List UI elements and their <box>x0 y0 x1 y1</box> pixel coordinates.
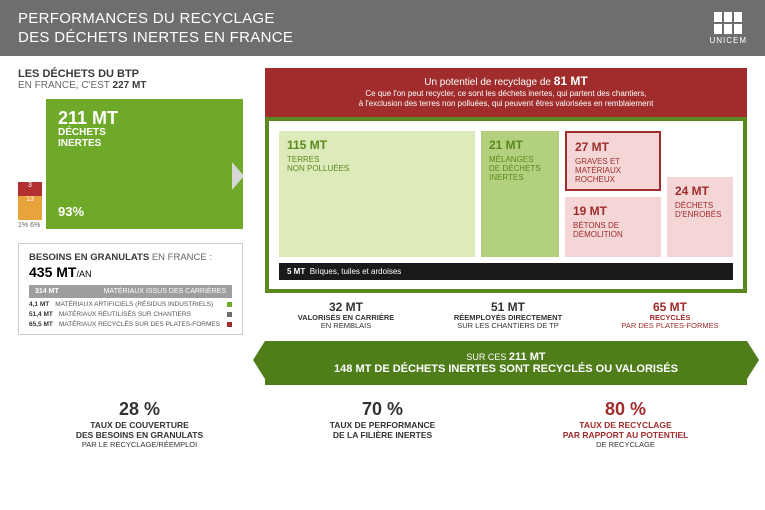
title-line2: DES DÉCHETS INERTES EN FRANCE <box>18 29 293 48</box>
gran-row: 51,4 MTMATÉRIAUX RÉUTILISÉS SUR CHANTIER… <box>29 311 232 318</box>
granulats-box: BESOINS EN GRANULATS EN FRANCE : 435 MT/… <box>18 243 243 335</box>
infographic: PERFORMANCES DU RECYCLAGE DES DÉCHETS IN… <box>0 0 765 510</box>
inert-val: 211 MT <box>58 109 231 128</box>
inert-label: DÉCHETSINERTES <box>58 127 231 149</box>
logo-icon <box>714 12 742 34</box>
btp-title: LES DÉCHETS DU BTP <box>18 68 243 80</box>
btp-sub: EN FRANCE, C'EST 227 MT <box>18 80 243 91</box>
potential-desc: Ce que l'on peut recycler, ce sont les d… <box>285 89 727 109</box>
header: PERFORMANCES DU RECYCLAGE DES DÉCHETS IN… <box>0 0 765 56</box>
potential-box: 115 MTTERRESNON POLLUÉES 21 MTMÉLANGESDE… <box>265 117 747 293</box>
output-stat: 65 MTRECYCLÉSPAR DES PLATES-FORMES <box>593 301 747 331</box>
btp-chart: 3131%6% 211 MT DÉCHETSINERTES 93% <box>18 99 243 229</box>
output-stat: 51 MTRÉEMPLOYÉS DIRECTEMENTSUR LES CHANT… <box>431 301 585 331</box>
card-enrobes: 24 MTDÉCHETSD'ENROBÉS <box>667 177 733 257</box>
card-betons: 19 MTBÉTONS DEDÉMOLITION <box>565 197 661 257</box>
inert-block: 211 MT DÉCHETSINERTES 93% <box>46 99 243 229</box>
summary-band: SUR CES 211 MT 148 MT DE DÉCHETS INERTES… <box>265 341 747 385</box>
card-terres: 115 MTTERRESNON POLLUÉES <box>279 131 475 257</box>
content: LES DÉCHETS DU BTP EN FRANCE, C'EST 227 … <box>0 56 765 385</box>
gran-rows: 4,1 MTMATÉRIAUX ARTIFICIELS (RÉSIDUS IND… <box>29 301 232 328</box>
card-graves: 27 MTGRAVES ETMATÉRIAUX ROCHEUX <box>565 131 661 191</box>
gran-row: 4,1 MTMATÉRIAUX ARTIFICIELS (RÉSIDUS IND… <box>29 301 232 308</box>
chevron-icon <box>232 162 244 190</box>
potential-band: Un potentiel de recyclage de 81 MT Ce qu… <box>265 68 747 118</box>
briques-band: 5 MT Briques, tuiles et ardoises <box>279 263 733 280</box>
logo-text: UNICEM <box>709 36 747 45</box>
gran-row: 65,5 MTMATÉRIAUX RECYCLÉS SUR DES PLATES… <box>29 321 232 328</box>
title-line1: PERFORMANCES DU RECYCLAGE <box>18 10 293 29</box>
outputs-row: 32 MTVALORISÉS EN CARRIÈREEN REMBLAIS 51 … <box>269 301 747 331</box>
small-bars: 3131%6% <box>18 99 42 229</box>
bottom-stat: 28 %TAUX DE COUVERTUREDES BESOINS EN GRA… <box>30 399 249 450</box>
bottom-stat: 80 %TAUX DE RECYCLAGEPAR RAPPORT AU POTE… <box>516 399 735 450</box>
bottom-stat: 70 %TAUX DE PERFORMANCEDE LA FILIÈRE INE… <box>273 399 492 450</box>
logo: UNICEM <box>709 12 747 45</box>
card-melanges: 21 MTMÉLANGESDE DÉCHETSINERTES <box>481 131 559 257</box>
left-col: LES DÉCHETS DU BTP EN FRANCE, C'EST 227 … <box>18 68 243 385</box>
inert-pct: 93% <box>58 204 231 219</box>
bottom-stats: 28 %TAUX DE COUVERTUREDES BESOINS EN GRA… <box>0 385 765 450</box>
gran-total: 435 MT/AN <box>29 264 232 280</box>
title: PERFORMANCES DU RECYCLAGE DES DÉCHETS IN… <box>18 10 293 48</box>
gran-main-bar: 314 MTMATÉRIAUX ISSUS DES CARRIÈRES <box>29 285 232 298</box>
right-col: Un potentiel de recyclage de 81 MT Ce qu… <box>261 68 747 385</box>
output-stat: 32 MTVALORISÉS EN CARRIÈREEN REMBLAIS <box>269 301 423 331</box>
gran-title: BESOINS EN GRANULATS EN FRANCE : <box>29 252 232 263</box>
